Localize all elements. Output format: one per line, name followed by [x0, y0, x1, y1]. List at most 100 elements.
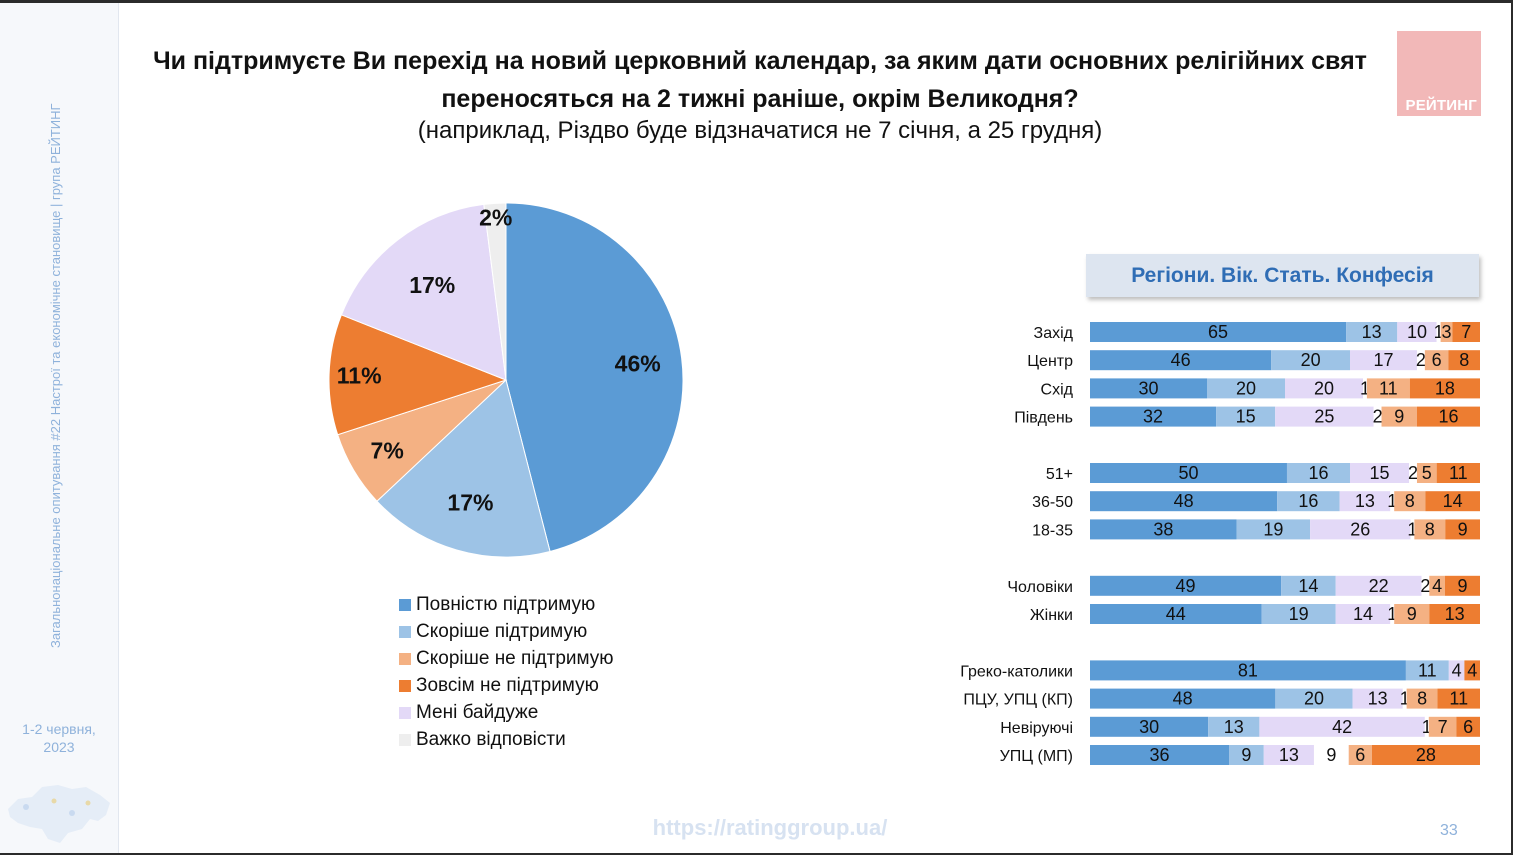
- bar-row-label-9: Жінки: [1030, 607, 1073, 624]
- bar-segment-6-5: [1394, 491, 1426, 512]
- bar-segment-2-5: [1424, 350, 1449, 371]
- legend-label: Скоріше не підтримую: [416, 647, 614, 669]
- bar-segment-9-1: [1090, 604, 1262, 624]
- bar-value-9-6: 13: [1445, 604, 1465, 624]
- pie-slice-4: [328, 314, 508, 436]
- bar-segment-5-6: [1436, 463, 1480, 483]
- pie-label-5: 17%: [409, 272, 455, 298]
- pie-label-6: 2%: [479, 204, 512, 230]
- bar-segment-5-1: [1090, 463, 1287, 483]
- bar-value-2-2: 20: [1301, 350, 1321, 370]
- bar-value-5-5: 5: [1422, 463, 1432, 483]
- legend-label: Повністю підтримую: [416, 593, 596, 615]
- bar-segment-2-4: [1416, 350, 1425, 371]
- bar-value-13-2: 9: [1241, 745, 1251, 765]
- bar-segment-8-6: [1444, 575, 1480, 596]
- bar-row-label-12: Невіруючі: [1000, 720, 1073, 737]
- bar-segment-9-5: [1394, 604, 1430, 624]
- bar-row-label-7: 18-35: [1032, 522, 1073, 539]
- bar-segment-4-5: [1381, 406, 1417, 427]
- bar-segment-2-2: [1271, 350, 1350, 371]
- bar-value-8-2: 14: [1298, 576, 1318, 596]
- bar-segment-11-5: [1406, 688, 1438, 709]
- bar-value-4-3: 25: [1314, 407, 1334, 427]
- bar-value-1-6: 7: [1461, 322, 1471, 342]
- bar-segment-4-4: [1373, 406, 1382, 427]
- bar-segment-13-4: [1313, 745, 1349, 765]
- bar-value-10-1: 81: [1238, 660, 1258, 680]
- bar-value-3-6: 18: [1435, 378, 1455, 398]
- pie-label-1: 46%: [615, 350, 661, 376]
- survey-date-line2: 2023: [43, 739, 75, 755]
- bar-value-3-3: 20: [1314, 378, 1334, 398]
- bar-segment-7-2: [1236, 519, 1311, 540]
- bar-segment-4-3: [1275, 406, 1374, 427]
- bar-value-5-3: 15: [1370, 463, 1390, 483]
- bar-segment-12-3: [1259, 716, 1425, 737]
- bar-segment-8-3: [1335, 575, 1422, 596]
- bar-value-6-1: 48: [1174, 491, 1194, 511]
- bar-value-7-1: 38: [1153, 519, 1173, 539]
- bar-value-7-3: 26: [1350, 519, 1370, 539]
- pie-legend: Повністю підтримую Скоріше підтримую Скорі…: [399, 591, 614, 753]
- bar-segment-2-1: [1090, 350, 1272, 371]
- bar-value-7-2: 19: [1263, 519, 1283, 539]
- bar-segment-9-2: [1261, 604, 1336, 624]
- bar-segment-2-6: [1448, 350, 1480, 371]
- bar-value-4-5: 9: [1394, 407, 1404, 427]
- bar-segment-13-1: [1090, 745, 1230, 765]
- ukraine-map-icon: [8, 785, 110, 843]
- bar-segment-1-3: [1397, 322, 1437, 342]
- bar-segment-3-2: [1207, 378, 1285, 399]
- bar-value-4-6: 16: [1438, 407, 1458, 427]
- bar-value-4-1: 32: [1143, 407, 1163, 427]
- bar-value-1-1: 65: [1208, 322, 1228, 342]
- bar-value-13-6: 28: [1416, 745, 1436, 765]
- bar-row-label-8: Чоловіки: [1007, 579, 1073, 596]
- bar-segment-12-1: [1090, 716, 1209, 737]
- bar-value-12-1: 30: [1139, 717, 1159, 737]
- pie-slice-5: [340, 203, 507, 381]
- bar-value-11-1: 48: [1173, 689, 1193, 709]
- bar-segment-1-1: [1090, 322, 1347, 342]
- bar-value-1-2: 13: [1362, 322, 1382, 342]
- bar-segment-5-5: [1416, 463, 1437, 483]
- bar-segment-3-6: [1409, 378, 1480, 399]
- pie-chart: 46% 17% 7% 11% 17% 2%: [328, 202, 684, 558]
- bar-value-7-4: 1: [1407, 519, 1417, 539]
- bar-value-8-6: 9: [1457, 576, 1467, 596]
- bar-segment-1-6: [1452, 322, 1480, 342]
- bar-segment-10-2: [1405, 660, 1449, 681]
- page-subtitle: (наприклад, Різдво буде відзначатися не …: [417, 117, 1103, 144]
- legend-swatch: [399, 679, 411, 692]
- website-url[interactable]: https://ratinggroup.ua/: [652, 815, 888, 840]
- bar-value-3-4: 1: [1360, 378, 1370, 398]
- bar-value-12-2: 13: [1224, 717, 1244, 737]
- bar-value-8-3: 22: [1369, 576, 1389, 596]
- bar-segment-4-6: [1416, 406, 1480, 427]
- bar-value-12-5: 7: [1438, 717, 1448, 737]
- bar-value-9-5: 9: [1407, 604, 1417, 624]
- bar-segment-6-1: [1090, 491, 1278, 512]
- bar-segment-11-2: [1275, 688, 1353, 709]
- bar-segment-10-3: [1448, 660, 1465, 681]
- bar-segment-6-2: [1277, 491, 1340, 512]
- bar-segment-13-2: [1229, 745, 1264, 765]
- bar-row-label-10: Греко-католики: [960, 663, 1073, 680]
- bar-value-5-1: 50: [1178, 463, 1198, 483]
- bar-segment-8-4: [1421, 575, 1430, 596]
- bar-segment-5-3: [1350, 463, 1410, 483]
- bar-segment-1-2: [1346, 322, 1398, 342]
- pie-slice-2: [376, 379, 551, 558]
- bar-segment-13-5: [1348, 745, 1372, 765]
- bar-segment-8-1: [1090, 575, 1282, 596]
- bar-segment-3-4: [1363, 378, 1367, 399]
- bar-row-label-13: УПЦ (МП): [1000, 748, 1073, 765]
- bar-value-2-4: 2: [1416, 350, 1426, 370]
- bar-value-3-5: 11: [1379, 378, 1398, 398]
- bar-value-4-4: 2: [1373, 407, 1383, 427]
- bar-segment-7-1: [1090, 519, 1237, 540]
- survey-date-line1: 1-2 червня,: [22, 721, 96, 737]
- legend-swatch: [399, 706, 411, 719]
